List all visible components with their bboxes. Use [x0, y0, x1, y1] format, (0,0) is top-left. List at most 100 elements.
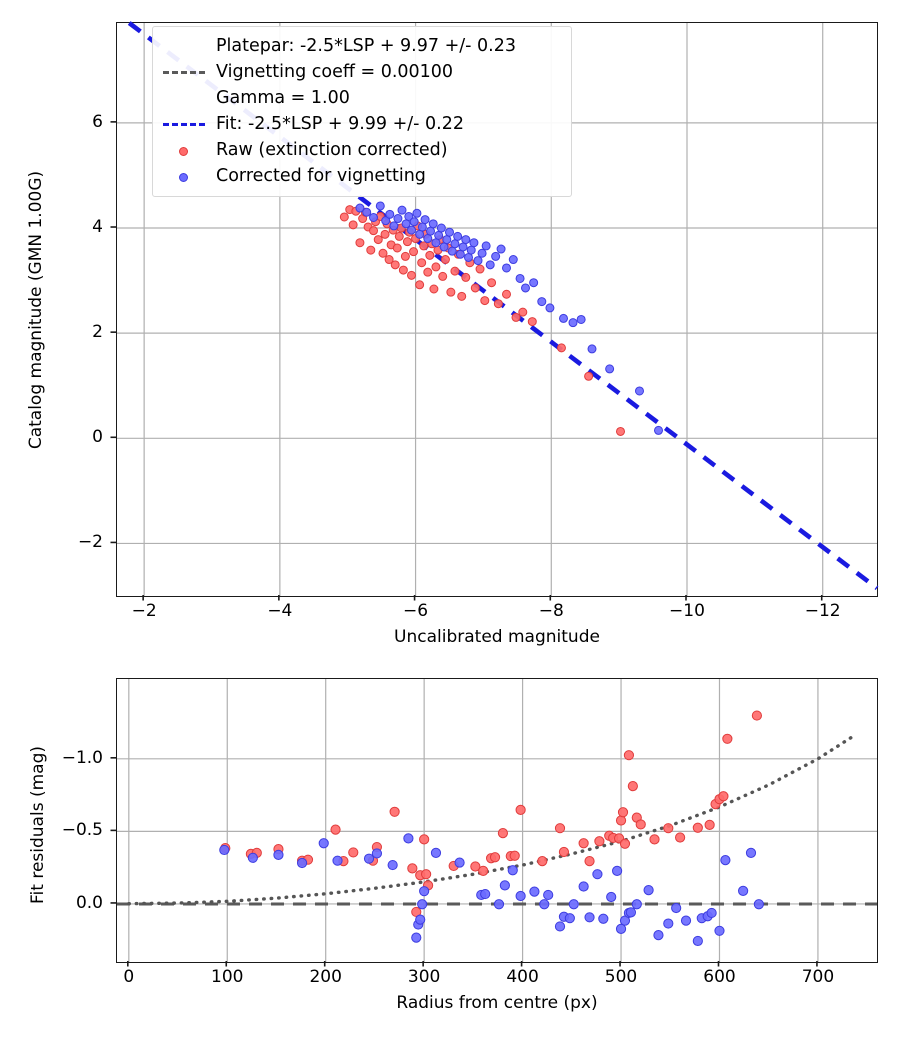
- x-tick-label: −10: [669, 601, 705, 621]
- data-point: [318, 838, 329, 849]
- data-point: [450, 239, 460, 249]
- data-point: [461, 272, 471, 282]
- photometric-calibration-panel: Catalog magnitude (GMN 1.00G) Uncalibrat…: [26, 21, 879, 647]
- data-point: [521, 283, 530, 293]
- x-tick-label: 100: [211, 967, 244, 987]
- data-point: [625, 907, 636, 918]
- x-tick-label: 500: [604, 967, 638, 987]
- data-point: [466, 245, 476, 255]
- data-point: [430, 847, 442, 858]
- data-point: [411, 932, 422, 943]
- x-tick-label: 300: [407, 967, 441, 987]
- data-point: [515, 804, 526, 816]
- data-point: [385, 209, 395, 219]
- data-point: [515, 890, 526, 902]
- data-point: [445, 227, 454, 237]
- y-tick-label: −1.0: [61, 747, 103, 768]
- x-tick-label: 0: [123, 967, 135, 987]
- data-point: [616, 426, 625, 436]
- data-point: [587, 344, 597, 354]
- data-point: [417, 899, 428, 910]
- legend-item-raw: Raw (extinction corrected): [161, 137, 561, 163]
- data-point: [598, 913, 609, 924]
- data-point: [381, 216, 391, 226]
- x-tick-label: −2: [131, 601, 157, 621]
- y-tick-label: −0.5: [61, 820, 103, 841]
- data-point: [576, 314, 586, 324]
- legend-item-gamma: Gamma = 1.00: [161, 85, 561, 111]
- data-point: [420, 215, 430, 225]
- data-point: [671, 902, 682, 914]
- data-point: [481, 241, 491, 251]
- data-point: [631, 899, 642, 910]
- data-point: [423, 267, 433, 277]
- data-point: [606, 891, 617, 903]
- data-point: [247, 852, 258, 863]
- data-point: [643, 885, 654, 896]
- legend-item-platepar: Platepar: -2.5*LSP + 9.97 +/- 0.23: [161, 33, 561, 59]
- data-point: [568, 318, 578, 328]
- data-point: [457, 291, 467, 301]
- data-point: [509, 850, 520, 861]
- data-point: [464, 252, 473, 262]
- data-point: [559, 313, 568, 323]
- top-y-axis-label: Catalog magnitude (GMN 1.00G): [26, 170, 46, 450]
- data-point: [440, 255, 450, 265]
- bottom-x-axis-label: Radius from centre (px): [396, 993, 598, 1013]
- data-point: [400, 251, 410, 261]
- data-point: [371, 848, 382, 859]
- data-point: [469, 238, 479, 248]
- data-point: [389, 806, 400, 817]
- data-point: [578, 838, 589, 849]
- data-point: [675, 832, 686, 843]
- legend-item-fit: Fit: -2.5*LSP + 9.99 +/- 0.22: [161, 111, 561, 137]
- data-point: [394, 231, 404, 241]
- data-point: [493, 899, 505, 910]
- top-legend: Platepar: -2.5*LSP + 9.97 +/- 0.23 Vigne…: [152, 26, 572, 197]
- data-point: [461, 235, 471, 245]
- data-point: [751, 710, 762, 721]
- data-point: [680, 915, 692, 926]
- data-point: [485, 260, 495, 270]
- data-point: [554, 823, 566, 834]
- data-point: [635, 386, 644, 396]
- data-point: [442, 235, 452, 245]
- legend-key-none: [161, 88, 207, 108]
- data-point: [355, 238, 365, 248]
- data-point: [387, 859, 398, 871]
- data-point: [453, 231, 463, 241]
- data-point: [654, 425, 663, 435]
- data-point: [389, 221, 399, 231]
- data-point: [623, 750, 635, 761]
- data-point: [407, 863, 418, 874]
- data-point: [594, 836, 605, 847]
- series-corrected: [355, 201, 663, 435]
- data-point: [537, 297, 547, 307]
- data-point: [446, 287, 456, 297]
- data-point: [419, 834, 430, 845]
- x-tick-label: 200: [309, 967, 342, 987]
- y-tick-label: 0.0: [75, 892, 103, 913]
- data-point: [718, 791, 729, 802]
- data-point: [545, 303, 555, 313]
- data-point: [502, 289, 511, 299]
- data-point: [369, 213, 378, 223]
- data-point: [745, 847, 757, 858]
- red-dot-marker-icon: [161, 140, 207, 160]
- data-point: [722, 733, 733, 744]
- series-corrected: [219, 833, 764, 947]
- data-point: [529, 886, 540, 897]
- data-point: [497, 828, 509, 839]
- data-point: [480, 888, 491, 900]
- data-point: [508, 255, 518, 265]
- data-point: [480, 296, 490, 306]
- data-point: [412, 208, 422, 218]
- data-point: [554, 921, 566, 932]
- data-point: [543, 889, 554, 901]
- data-point: [454, 857, 465, 868]
- data-point: [378, 248, 388, 258]
- data-point: [402, 237, 412, 247]
- data-point: [499, 880, 510, 891]
- legend-label-raw: Raw (extinction corrected): [216, 140, 448, 160]
- data-point: [507, 865, 518, 876]
